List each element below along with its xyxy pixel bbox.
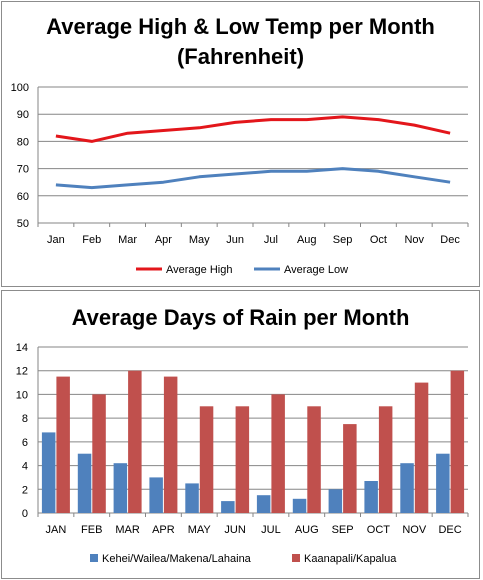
y-tick-label: 90 [17,109,29,121]
x-tick-label: May [189,234,210,246]
y-tick-label: 8 [22,413,28,425]
bar-1 [163,376,178,513]
x-tick-label: Dec [440,234,460,246]
y-tick-label: 60 [17,191,29,203]
bar-1 [271,394,285,513]
temperature-chart-title-line-1: Average High & Low Temp per Month [46,14,435,39]
legend-swatch [90,554,98,562]
bar-1 [343,424,357,513]
y-tick-label: 80 [17,136,29,148]
x-tick-label: Sep [333,234,353,246]
bar-1 [92,394,106,513]
x-tick-label: Jun [226,234,244,246]
x-tick-label: SEP [332,524,354,536]
x-tick-label: DEC [438,524,461,536]
x-tick-label: AUG [295,524,319,536]
x-tick-label: Oct [370,234,387,246]
temperature-line-chart: 50 60 70 80 90 100 Jan Feb Mar Apr May Jun Jul Aug Sep… [11,82,469,276]
bar-0 [77,453,92,513]
y-tick-label: 14 [16,342,28,354]
y-tick-label: 6 [22,437,28,449]
y-tick-label: 4 [22,461,28,473]
y-tick-label: 12 [16,366,28,378]
bar-1 [307,406,321,513]
legend-swatch [292,554,300,562]
rain-chart-panel: Average Days of Rain per Month 0 2 4 6 8 10 12… [1,290,480,579]
series-line-1 [55,167,451,190]
bar-0 [400,463,414,513]
x-tick-label: JUL [261,524,281,536]
x-tick-label: Jul [264,234,278,246]
bar-1 [56,376,70,513]
legend-label: Average High [166,264,232,276]
x-tick-label: FEB [81,524,102,536]
x-tick-label: JUN [224,524,245,536]
bar-1 [199,406,214,513]
legend-label: Kaanapali/Kapalua [304,553,397,565]
bar-0 [436,453,450,513]
series-line-0 [55,115,451,143]
bar-0 [328,489,343,513]
bar-0 [185,483,199,513]
bar-1 [414,382,429,513]
bar-1 [128,370,142,513]
x-tick-label: Jan [47,234,65,246]
rain-chart-title: Average Days of Rain per Month [71,305,410,330]
x-tick-label: Apr [155,234,172,246]
bar-0 [149,477,163,513]
bar-0 [221,501,235,513]
y-tick-label: 50 [17,218,29,230]
x-tick-label: MAY [188,524,212,536]
temperature-chart-title-line-2: (Fahrenheit) [176,44,305,69]
x-tick-label: APR [152,524,175,536]
x-tick-label: Mar [118,234,137,246]
y-tick-label: 2 [22,484,28,496]
y-tick-label: 100 [11,82,29,94]
bar-0 [41,432,56,513]
bar-1 [450,370,465,513]
x-tick-label: JAN [46,524,67,536]
y-tick-label: 70 [17,164,29,176]
x-tick-label: MAR [115,524,140,536]
bar-1 [235,406,250,513]
temperature-chart-title: Average High & Low Temp per Month (Fahre… [2,12,479,72]
legend-label: Kehei/Wailea/Makena/Lahaina [102,553,252,565]
x-tick-label: NOV [402,524,427,536]
rain-bar-chart: 0 2 4 6 8 10 12 14 JAN FEB MAR APR MAY JUN JUL AUG SEP OC… [16,342,469,565]
x-tick-label: OCT [367,524,391,536]
x-tick-label: Aug [297,234,317,246]
bar-0 [113,463,128,513]
y-tick-label: 10 [16,389,28,401]
x-tick-label: Feb [82,234,101,246]
bar-1 [378,406,393,513]
bar-0 [256,495,271,513]
x-tick-label: Nov [404,234,424,246]
temperature-chart-panel: Average High & Low Temp per Month (Fahre… [1,1,480,287]
y-tick-label: 0 [22,508,28,520]
bar-0 [292,498,307,513]
legend-label: Average Low [284,264,348,276]
bar-0 [364,481,378,513]
